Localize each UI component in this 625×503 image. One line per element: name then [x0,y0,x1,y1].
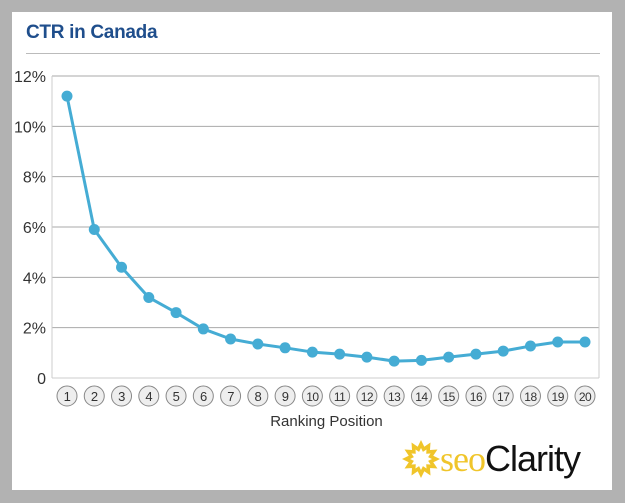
x-tick-label: 6 [200,389,207,404]
x-tick-label: 12 [361,390,374,404]
data-point [497,345,509,357]
data-point [443,351,455,363]
data-point [388,355,400,367]
x-tick-label: 3 [118,389,125,404]
x-tick-label: 15 [443,390,456,404]
y-tick-label: 4% [23,270,46,287]
sun-shape [402,440,440,478]
y-tick-label: 10% [14,119,46,136]
y-tick-label: 12% [14,69,46,86]
logo-clarity: Clarity [485,438,581,479]
data-point [61,90,73,102]
data-point [306,346,318,358]
x-tick-label: 2 [91,389,98,404]
chart-panel [12,12,612,490]
data-point [334,348,346,360]
x-tick-badge [83,385,105,407]
x-tick-badge [465,385,487,407]
x-tick-label: 19 [552,390,565,404]
x-tick-badge [574,385,596,407]
x-tick-badge [438,385,460,407]
x-tick-label: 10 [306,390,319,404]
y-tick-label: 0 [37,371,46,388]
x-tick-badge [274,385,296,407]
x-tick-label: 11 [334,390,346,404]
seoclarity-logo: seo Clarity [402,438,581,480]
x-tick-badge [410,385,432,407]
x-tick-badge [247,385,269,407]
series-line [65,95,585,363]
x-tick-badge [519,385,541,407]
chart-title: CTR in Canada [26,22,158,43]
x-tick-badge [356,385,378,407]
x-tick-label: 18 [524,390,537,404]
y-tick-label: 8% [23,170,46,187]
x-tick-label: 17 [497,390,510,404]
data-point [361,351,373,363]
x-tick-label: 5 [173,389,180,404]
x-tick-label: 9 [282,389,289,404]
sun-icon [402,440,440,478]
x-tick-badge [192,385,214,407]
data-point [143,291,155,303]
data-point [470,348,482,360]
logo-seo: seo [440,439,486,479]
x-tick-label: 16 [470,390,483,404]
x-tick-label: 20 [579,390,592,404]
x-tick-badge [329,385,351,407]
x-tick-badge [138,385,160,407]
x-tick-badge [492,385,514,407]
data-point [170,307,182,319]
y-tick-label: 6% [23,220,46,237]
title-divider [26,53,600,54]
x-axis-label: Ranking Position [270,413,383,430]
data-point [415,354,427,366]
data-point [524,340,536,352]
data-point [552,336,564,348]
data-point [279,342,291,354]
data-point [88,224,100,236]
x-tick-label: 4 [145,389,152,404]
data-point [197,323,209,335]
x-tick-label: 14 [415,390,428,404]
x-tick-label: 13 [388,390,401,404]
x-tick-badge [165,385,187,407]
x-tick-badge [111,385,133,407]
x-tick-badge [220,385,242,407]
y-tick-label: 2% [23,321,46,338]
x-tick-badge [383,385,405,407]
x-tick-label: 8 [254,389,261,404]
data-point [116,261,128,273]
x-tick-badge [547,385,569,407]
x-tick-label: 1 [64,389,71,404]
x-tick-badge [56,385,78,407]
x-tick-label: 7 [227,389,234,404]
x-tick-badge [301,385,323,407]
data-point [225,333,237,345]
data-point [252,338,264,350]
data-point [579,336,591,348]
